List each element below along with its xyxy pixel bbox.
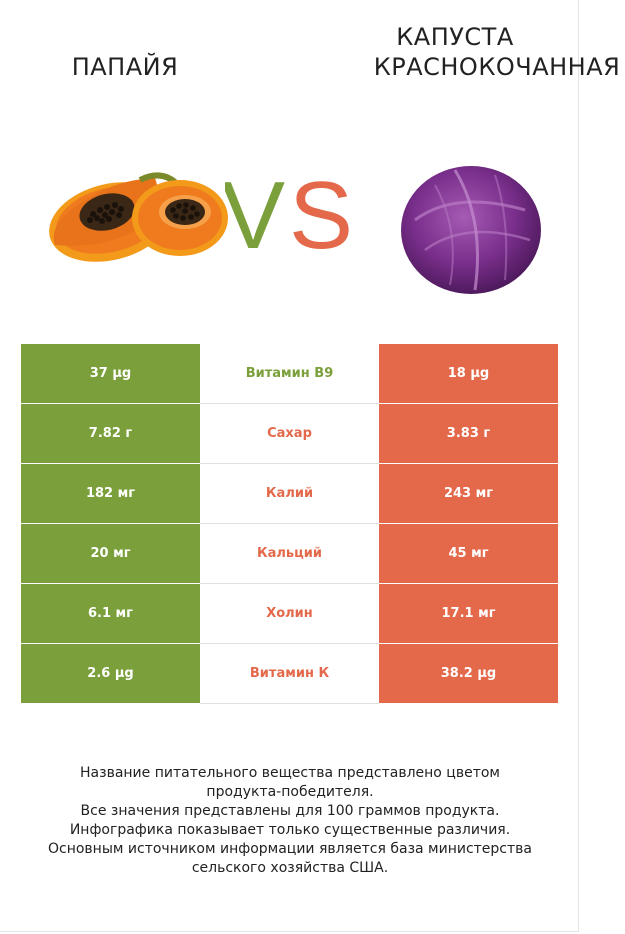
left-value: 7.82 г [21, 404, 200, 463]
footer-line: Инфографика показывает только существенн… [69, 822, 511, 838]
papaya-image [49, 172, 228, 262]
table-row: 20 мг Кальций 45 мг [21, 524, 558, 584]
nutrient-name: Витамин К [200, 644, 379, 704]
vs-s-letter: S [289, 162, 353, 260]
table-row: 7.82 г Сахар 3.83 г [21, 404, 558, 464]
nutrient-name: Витамин B9 [200, 344, 379, 404]
right-value: 18 µg [379, 344, 558, 403]
right-value: 45 мг [379, 524, 558, 583]
nutrient-name: Калий [200, 464, 379, 524]
right-value: 3.83 г [379, 404, 558, 463]
right-product-title-line1: КАПУСТА [396, 23, 514, 51]
nutrient-name: Холин [200, 584, 379, 644]
nutrient-name: Кальций [200, 524, 379, 584]
footer-line: Основным источником информации является … [48, 841, 532, 857]
right-product-title-line2: КРАСНОКОЧАННАЯ [373, 53, 621, 81]
left-value: 20 мг [21, 524, 200, 583]
vs-v-letter: V [225, 162, 285, 260]
footer-line: сельского хозяйства США. [191, 860, 389, 876]
table-row: 37 µg Витамин B9 18 µg [21, 344, 558, 404]
right-value: 243 мг [379, 464, 558, 523]
left-product-title: ПАПАЙЯ [71, 53, 179, 81]
footer-line: Название питательного вещества представл… [80, 765, 500, 781]
vs-logo: V S [225, 162, 353, 260]
table-row: 182 мг Калий 243 мг [21, 464, 558, 524]
red-cabbage-image [401, 166, 541, 294]
right-value: 38.2 µg [379, 644, 558, 703]
comparison-table: 37 µg Витамин B9 18 µg 7.82 г Сахар 3.83… [21, 344, 558, 704]
left-value: 37 µg [21, 344, 200, 403]
right-value: 17.1 мг [379, 584, 558, 643]
table-row: 2.6 µg Витамин К 38.2 µg [21, 644, 558, 704]
footer-line: Все значения представлены для 100 граммо… [80, 803, 500, 819]
left-value: 182 мг [21, 464, 200, 523]
nutrient-name: Сахар [200, 404, 379, 464]
left-value: 6.1 мг [21, 584, 200, 643]
footer-notes: Название питательного вещества представл… [20, 764, 560, 878]
left-value: 2.6 µg [21, 644, 200, 703]
footer-line: продукта-победителя. [206, 784, 374, 800]
table-row: 6.1 мг Холин 17.1 мг [21, 584, 558, 644]
